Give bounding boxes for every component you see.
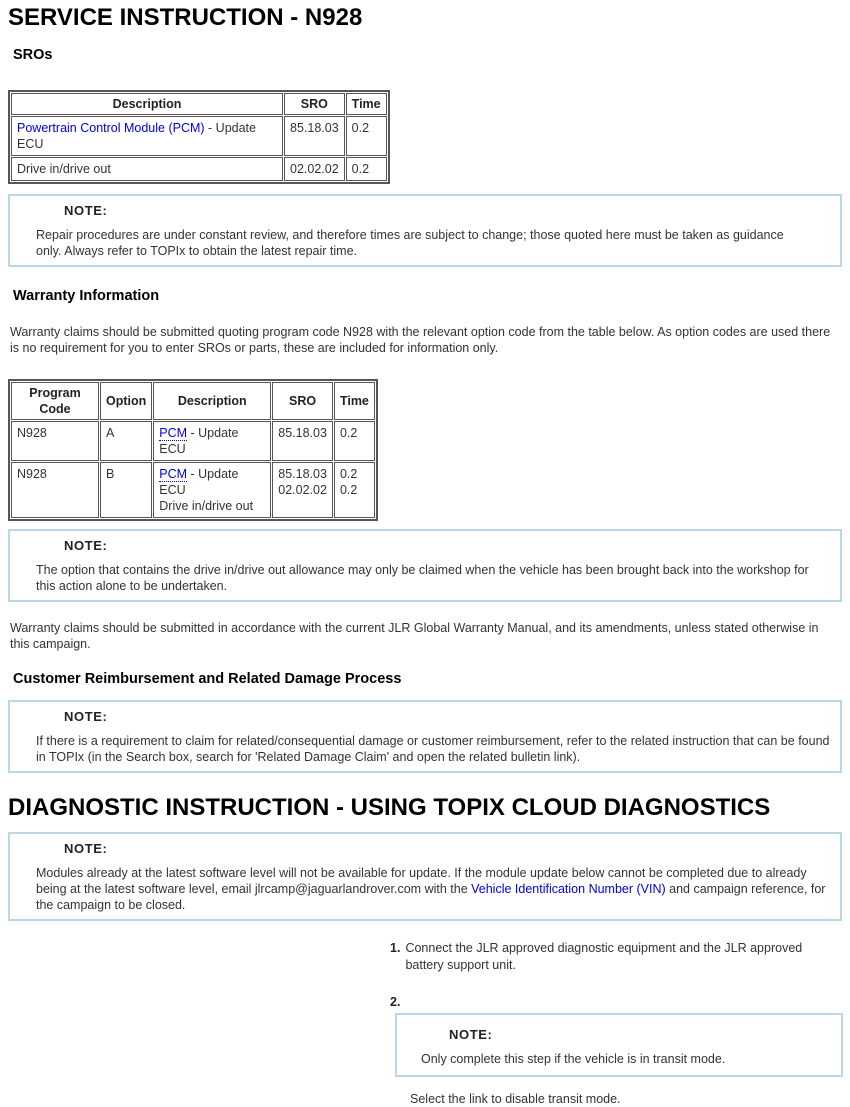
cell-program-code: N928 [11, 421, 99, 461]
note-label: NOTE: [64, 709, 108, 724]
description-suffix: - Update ECU [17, 121, 256, 151]
note-box-transit-mode: NOTE: Only complete this step if the veh… [395, 1013, 843, 1077]
note-label: NOTE: [64, 841, 108, 856]
cell-time: 0.2 [345, 157, 387, 181]
warranty-intro-paragraph: Warranty claims should be submitted quot… [10, 325, 831, 355]
warranty-outro-paragraph: Warranty claims should be submitted in a… [10, 621, 819, 651]
diagnostic-title: DIAGNOSTIC INSTRUCTION - USING TOPIX CLO… [8, 794, 771, 821]
table-header-row: Description SRO Time [11, 93, 387, 115]
sros-heading: SROs [13, 47, 53, 63]
cell-sro: 85.18.03 [284, 116, 345, 156]
step-text: Select the link to disable transit mode. [410, 1092, 621, 1106]
sro-line: 85.18.03 [278, 467, 327, 481]
cell-time: 0.2 0.2 [333, 462, 375, 518]
note-line: Repair procedures are under constant rev… [36, 228, 784, 258]
time-line: 0.2 [339, 483, 358, 497]
diagnostic-steps: 1. Connect the JLR approved diagnostic e… [382, 940, 843, 1107]
step-2: 2. NOTE: Only complete this step if the … [382, 994, 843, 1107]
table-row: Drive in/drive out 02.02.02 0.2 [11, 157, 387, 181]
table-row: Powertrain Control Module (PCM) - Update… [11, 116, 387, 156]
pcm-abbr-link[interactable]: PCM [159, 426, 188, 441]
col-header-sro: SRO [272, 382, 333, 420]
warranty-table: Program Code Option Description SRO Time… [8, 379, 378, 521]
note-text: The option that contains the drive in/dr… [36, 563, 809, 593]
cell-sro: 02.02.02 [284, 157, 345, 181]
col-header-program-code: Program Code [11, 382, 99, 420]
note-label: NOTE: [64, 203, 108, 218]
warranty-heading: Warranty Information [13, 288, 160, 304]
note-text: Repair procedures are under constant rev… [36, 227, 796, 259]
table-header-row: Program Code Option Description SRO Time [11, 382, 375, 420]
step-text: Connect the JLR approved diagnostic equi… [405, 941, 803, 972]
service-instruction-document: SERVICE INSTRUCTION - N928 SROs Descript… [0, 4, 850, 1107]
col-header-description: Description [153, 382, 272, 420]
cell-description: Powertrain Control Module (PCM) - Update… [11, 116, 283, 156]
note-line: Always refer to TOPIx to obtain the late… [64, 244, 358, 258]
cell-time: 0.2 [333, 421, 375, 461]
reimbursement-heading: Customer Reimbursement and Related Damag… [13, 671, 402, 687]
note-text-part1: Modules already at the latest software l… [36, 866, 807, 896]
cell-option: B [100, 462, 153, 518]
col-header-sro: SRO [284, 93, 345, 115]
note-label: NOTE: [64, 538, 108, 553]
note-text: Modules already at the latest software l… [36, 865, 830, 913]
pcm-link[interactable]: Powertrain Control Module (PCM) [17, 121, 205, 135]
vin-link[interactable]: Vehicle Identification Number (VIN) [471, 882, 666, 896]
col-header-time: Time [345, 93, 387, 115]
description-line2: Drive in/drive out [159, 499, 254, 513]
cell-program-code: N928 [11, 462, 99, 518]
time-line: 0.2 [339, 467, 358, 481]
col-header-option: Option [100, 382, 153, 420]
step-number: 1. [390, 941, 401, 955]
cell-description: PCM - Update ECU [153, 421, 272, 461]
cell-time: 0.2 [345, 116, 387, 156]
note-box-software-level: NOTE: Modules already at the latest soft… [8, 832, 842, 921]
description-suffix: - Update ECU [159, 467, 239, 497]
note-text-part2: and campaign reference, for the campaign… [36, 882, 826, 912]
page-title: SERVICE INSTRUCTION - N928 [8, 4, 363, 31]
pcm-abbr-link[interactable]: PCM [159, 467, 188, 482]
cell-description: PCM - Update ECU Drive in/drive out [153, 462, 272, 518]
cell-option: A [100, 421, 153, 461]
note-box-related-damage: NOTE: If there is a requirement to claim… [8, 700, 842, 773]
col-header-description: Description [11, 93, 283, 115]
col-header-time: Time [333, 382, 375, 420]
description-suffix: - Update ECU [159, 426, 239, 456]
cell-sro: 85.18.03 [272, 421, 333, 461]
table-row: N928 A PCM - Update ECU 85.18.03 0.2 [11, 421, 375, 461]
note-box-drive-allowance: NOTE: The option that contains the drive… [8, 529, 842, 602]
sro-line: 02.02.02 [278, 483, 327, 497]
cell-description: Drive in/drive out [11, 157, 283, 181]
note-box-repair-times: NOTE: Repair procedures are under consta… [8, 194, 842, 267]
sros-table: Description SRO Time Powertrain Control … [8, 90, 390, 184]
note-label: NOTE: [449, 1027, 493, 1042]
step-number: 2. [390, 995, 401, 1009]
note-text: Only complete this step if the vehicle i… [421, 1052, 726, 1066]
cell-sro: 85.18.03 02.02.02 [272, 462, 333, 518]
note-text: If there is a requirement to claim for r… [36, 734, 830, 764]
step-1: 1. Connect the JLR approved diagnostic e… [382, 940, 842, 974]
table-row: N928 B PCM - Update ECU Drive in/drive ou… [11, 462, 375, 518]
